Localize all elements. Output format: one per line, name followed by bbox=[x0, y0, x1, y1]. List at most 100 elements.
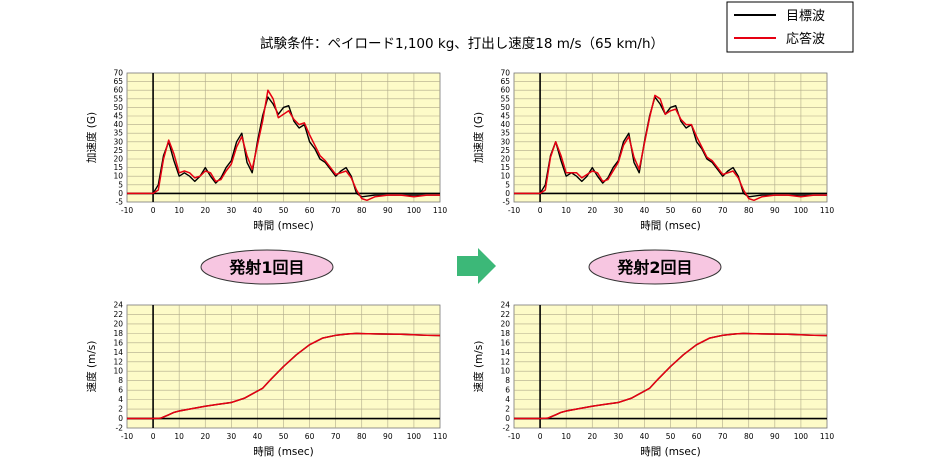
x-axis-label: 時間 (msec) bbox=[253, 220, 313, 232]
x-tick-label: 0 bbox=[538, 432, 543, 441]
x-tick-label: 50 bbox=[666, 432, 676, 441]
y-tick-label: 15 bbox=[113, 163, 123, 172]
x-tick-label: 80 bbox=[357, 432, 367, 441]
y-tick-label: 22 bbox=[113, 310, 123, 319]
y-tick-label: 35 bbox=[500, 129, 510, 138]
x-tick-label: 0 bbox=[151, 432, 156, 441]
x-tick-label: 10 bbox=[174, 432, 184, 441]
y-tick-label: 6 bbox=[118, 386, 123, 395]
x-tick-label: -10 bbox=[121, 432, 133, 441]
x-tick-label: 20 bbox=[200, 206, 210, 215]
y-tick-label: 4 bbox=[118, 395, 123, 404]
x-tick-label: 50 bbox=[279, 206, 289, 215]
y-tick-label: 5 bbox=[505, 180, 510, 189]
y-tick-label: 65 bbox=[113, 77, 123, 86]
y-tick-label: 5 bbox=[118, 180, 123, 189]
x-tick-label: 70 bbox=[718, 206, 728, 215]
chart-velocity-shot1: -10 0 10 20 30 40 50 60 70 80 90 100 110242220181614… bbox=[85, 301, 447, 459]
y-tick-label: -5 bbox=[503, 198, 511, 207]
x-tick-label: 80 bbox=[744, 206, 754, 215]
x-tick-label: 80 bbox=[357, 206, 367, 215]
x-tick-label: 40 bbox=[253, 206, 263, 215]
y-tick-label: 35 bbox=[113, 129, 123, 138]
x-tick-label: 110 bbox=[433, 206, 448, 215]
y-axis-label: 加速度 (G) bbox=[85, 112, 98, 163]
x-tick-label: 20 bbox=[587, 432, 597, 441]
y-axis-label: 速度 (m/s) bbox=[85, 341, 98, 393]
y-tick-label: 40 bbox=[500, 120, 510, 129]
x-tick-label: 40 bbox=[253, 432, 263, 441]
x-tick-label: 30 bbox=[614, 432, 624, 441]
y-tick-label: 10 bbox=[113, 172, 123, 181]
badge-shot1-label: 発射1回目 bbox=[228, 258, 304, 277]
x-tick-label: -10 bbox=[121, 206, 133, 215]
y-axis-label: 加速度 (G) bbox=[472, 112, 485, 163]
x-axis-label: 時間 (msec) bbox=[253, 446, 313, 458]
y-tick-label: 60 bbox=[500, 86, 510, 95]
x-tick-label: 60 bbox=[305, 206, 315, 215]
figure-title: 試験条件：ペイロード1,100 kg、打出し速度18 m/s（65 km/h） bbox=[260, 35, 664, 52]
badge-shot2: 発射2回目 bbox=[588, 249, 722, 285]
x-tick-label: 100 bbox=[794, 206, 809, 215]
y-tick-label: 25 bbox=[500, 146, 510, 155]
y-tick-label: 10 bbox=[500, 367, 510, 376]
x-axis-label: 時間 (msec) bbox=[640, 220, 700, 232]
x-tick-label: 50 bbox=[666, 206, 676, 215]
y-tick-label: 10 bbox=[113, 367, 123, 376]
x-tick-label: 90 bbox=[770, 206, 780, 215]
x-tick-label: 40 bbox=[640, 206, 650, 215]
legend-label-response: 応答波 bbox=[786, 31, 825, 47]
badge-shot2-label: 発射2回目 bbox=[616, 258, 692, 277]
y-tick-label: 20 bbox=[500, 319, 510, 328]
badge-shot2-shape bbox=[588, 249, 722, 285]
x-tick-label: 90 bbox=[383, 432, 393, 441]
x-tick-label: 100 bbox=[794, 432, 809, 441]
chart-accel-shot1: -10 0 10 20 30 40 50 60 70 80 90 100 110706560555045… bbox=[85, 69, 447, 233]
x-tick-label: 90 bbox=[770, 432, 780, 441]
y-tick-label: 25 bbox=[113, 146, 123, 155]
x-tick-label: 10 bbox=[174, 206, 184, 215]
x-tick-label: 110 bbox=[433, 432, 448, 441]
y-tick-label: 12 bbox=[500, 357, 510, 366]
y-tick-label: 10 bbox=[500, 172, 510, 181]
y-tick-label: 8 bbox=[118, 376, 123, 385]
series-line-response bbox=[127, 332, 441, 420]
y-tick-label: 20 bbox=[113, 155, 123, 164]
x-tick-label: 20 bbox=[587, 206, 597, 215]
right-arrow-icon bbox=[457, 248, 496, 284]
x-tick-label: 90 bbox=[383, 206, 393, 215]
chart-accel-shot2: -10 0 10 20 30 40 50 60 70 80 90 100 110706560555045… bbox=[472, 69, 834, 233]
y-tick-label: 45 bbox=[500, 112, 510, 121]
y-tick-label: 15 bbox=[500, 163, 510, 172]
y-tick-label: 55 bbox=[500, 94, 510, 103]
y-tick-label: 20 bbox=[113, 319, 123, 328]
y-tick-label: 30 bbox=[500, 137, 510, 146]
y-tick-label: 70 bbox=[500, 69, 510, 78]
y-tick-label: 24 bbox=[113, 301, 123, 310]
legend: 目標波 応答波 bbox=[726, 1, 854, 53]
x-tick-label: 10 bbox=[561, 206, 571, 215]
y-tick-label: 0 bbox=[118, 189, 123, 198]
y-tick-label: 70 bbox=[113, 69, 123, 78]
y-tick-label: 14 bbox=[500, 348, 510, 357]
y-tick-label: 55 bbox=[113, 94, 123, 103]
y-tick-label: 50 bbox=[500, 103, 510, 112]
x-tick-label: 40 bbox=[640, 432, 650, 441]
y-tick-label: 20 bbox=[500, 155, 510, 164]
series-line-response bbox=[514, 332, 828, 420]
y-tick-label: 18 bbox=[500, 329, 510, 338]
x-tick-label: 10 bbox=[561, 432, 571, 441]
y-axis-label: 速度 (m/s) bbox=[472, 341, 485, 393]
y-tick-label: 60 bbox=[113, 86, 123, 95]
x-tick-label: 30 bbox=[227, 206, 237, 215]
x-tick-label: -10 bbox=[508, 206, 520, 215]
x-axis-label: 時間 (msec) bbox=[640, 446, 700, 458]
y-tick-label: 16 bbox=[113, 338, 123, 347]
x-tick-label: 70 bbox=[331, 432, 341, 441]
y-tick-label: 14 bbox=[113, 348, 123, 357]
x-tick-label: 50 bbox=[279, 432, 289, 441]
y-tick-label: -2 bbox=[116, 424, 124, 433]
y-tick-label: 2 bbox=[505, 405, 510, 414]
y-tick-label: 24 bbox=[500, 301, 510, 310]
y-tick-label: 0 bbox=[118, 414, 123, 423]
